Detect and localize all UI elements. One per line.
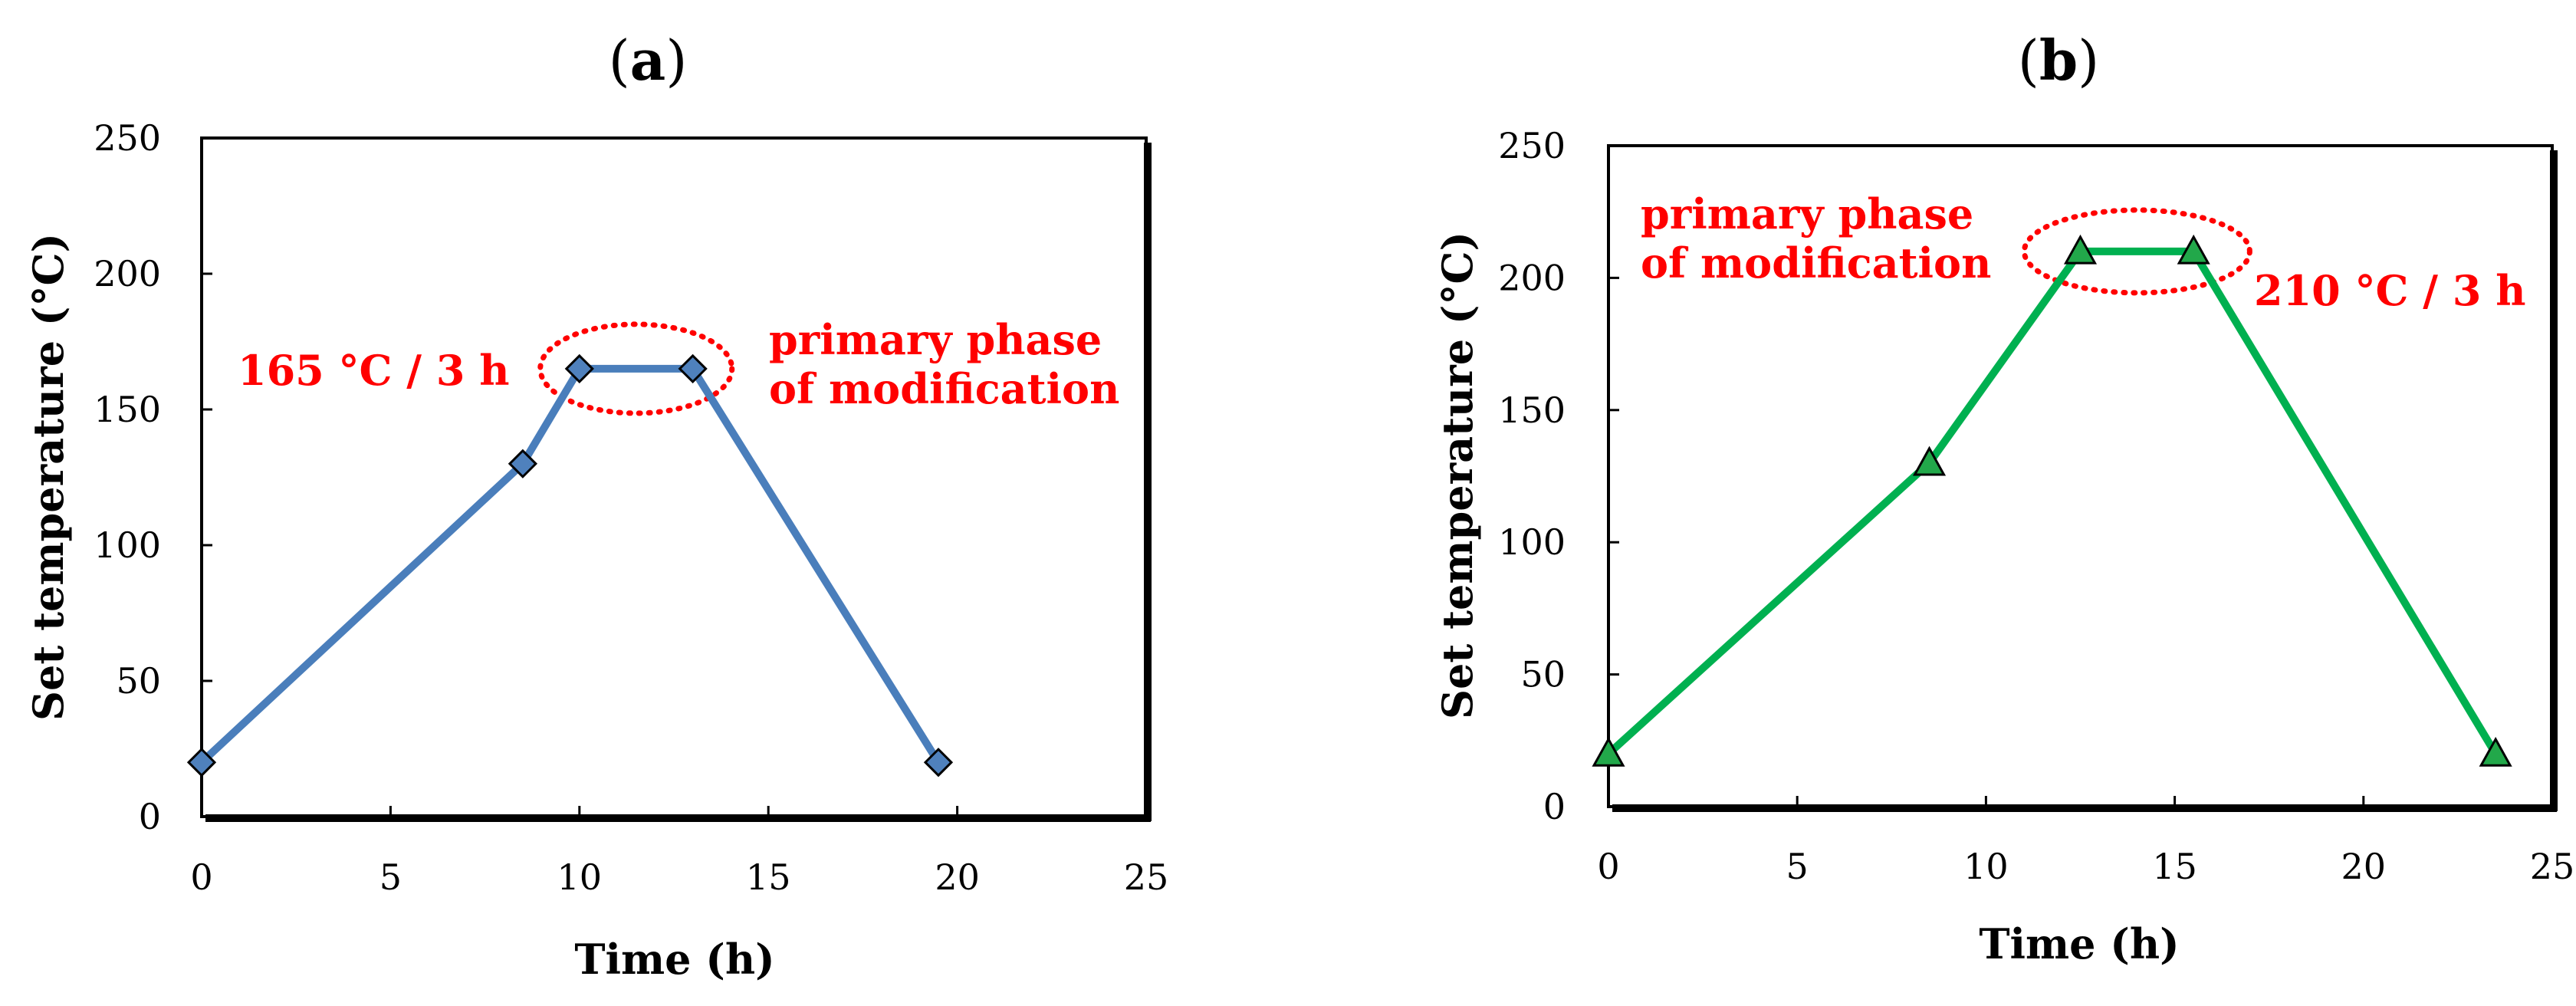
x-tick-label-a-0: 0: [190, 856, 212, 898]
series-line-a-0: [198, 364, 942, 767]
data-point-b-2: [2063, 234, 2098, 265]
x-ticks-b: 0 5 10 15 20 25: [1597, 796, 2574, 887]
x-axis-title-b: Time (h): [1979, 919, 2179, 968]
data-point-a-3: [678, 353, 708, 384]
y-axis-title-b: Set temperature (°C): [1433, 232, 1482, 719]
x-tick-label-a-2: 10: [557, 856, 603, 898]
x-ticks-a: 0 5 10 15 20 25: [190, 806, 1168, 898]
annotation-b-label: 210 °C / 3 h: [2254, 266, 2525, 315]
annotation-a-label: 165 °C / 3 h: [238, 346, 509, 395]
series-line-b-0: [1605, 247, 2500, 758]
annotations-a: 165 °C / 3 h primary phase of modification: [238, 315, 1119, 413]
highlight-ellipse-a: [537, 321, 735, 416]
x-tick-label-b-0: 0: [1597, 846, 1619, 887]
annotation-a-phase: primary phase of modification: [769, 315, 1119, 413]
y-tick-label-a-0: 0: [139, 796, 161, 837]
x-tick-label-a-5: 25: [1124, 856, 1169, 898]
y-tick-label-a-5: 250: [94, 117, 161, 159]
y-ticks-b: 0 50 100 150 200 250: [1498, 125, 1619, 827]
x-tick-label-b-4: 20: [2341, 846, 2387, 887]
data-point-a-0: [186, 748, 217, 778]
y-tick-label-b-2: 100: [1498, 521, 1566, 563]
data-point-b-0: [1592, 736, 1625, 767]
y-tick-label-a-2: 100: [94, 524, 161, 566]
data-point-a-2: [564, 353, 594, 384]
data-point-a-1: [508, 449, 538, 478]
y-tick-label-a-4: 200: [94, 253, 161, 294]
x-tick-label-a-3: 15: [746, 856, 791, 898]
x-tick-label-b-1: 5: [1786, 846, 1809, 887]
data-point-b-1: [1912, 445, 1947, 476]
x-tick-label-b-2: 10: [1963, 846, 2009, 887]
y-tick-label-b-0: 0: [1543, 786, 1566, 827]
y-tick-label-b-4: 200: [1498, 257, 1566, 298]
y-tick-label-b-5: 250: [1498, 125, 1566, 166]
panel-label-a: (a): [609, 28, 688, 93]
series-b: [1592, 234, 2512, 767]
panel-label-b: (b): [2018, 28, 2100, 93]
highlight-ellipse-b: [2021, 207, 2252, 296]
highlight-ellipse-shape-b: [2021, 207, 2252, 296]
plot-area-a: [200, 136, 1148, 818]
y-tick-label-a-3: 150: [94, 389, 161, 430]
data-point-b-4: [2479, 736, 2512, 767]
y-axis-title-a: Set temperature (°C): [24, 233, 73, 721]
x-axis-title-a: Time (h): [574, 935, 774, 984]
y-tick-label-b-1: 50: [1520, 654, 1566, 695]
x-tick-label-a-1: 5: [380, 856, 402, 898]
y-tick-label-a-1: 50: [116, 660, 161, 702]
x-tick-label-b-3: 15: [2152, 846, 2197, 887]
series-a: [186, 353, 954, 778]
y-ticks-a: 0 50 100 150 200 250: [94, 117, 212, 837]
annotation-b-phase: primary phase of modification: [1641, 189, 1991, 288]
annotations-b: primary phase of modification 210 °C / 3 h: [1641, 189, 2525, 315]
y-tick-label-b-3: 150: [1498, 390, 1566, 431]
data-point-b-3: [2177, 234, 2210, 265]
x-tick-label-b-5: 25: [2530, 846, 2575, 887]
chart-panel-b: (b) 0 5 10 15 20 25 0 50 100 150 200 250 primary p…: [1433, 28, 2574, 968]
highlight-ellipse-shape-a: [537, 321, 735, 416]
chart-panel-a: (a) 0 5 10 15 20 25 0 50 100 150 200 250 165 °C / …: [24, 28, 1168, 984]
x-tick-label-a-4: 20: [935, 856, 980, 898]
data-point-a-4: [923, 748, 954, 778]
